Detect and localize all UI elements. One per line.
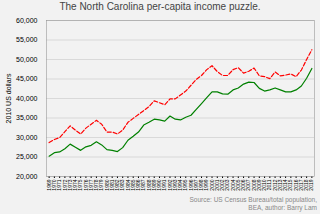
svg-text:2017: 2017 bbox=[298, 179, 304, 191]
svg-text:1982: 1982 bbox=[114, 179, 120, 191]
html-text:The North Carolina per-capita: The North Carolina per-capita income puz… bbox=[59, 1, 261, 12]
svg-text:1984: 1984 bbox=[124, 179, 131, 191]
svg-text:2010: 2010 bbox=[261, 179, 268, 191]
svg-text:2001: 2001 bbox=[213, 179, 220, 191]
svg-text:2019: 2019 bbox=[308, 179, 314, 190]
html-text:Source: US Census Bureau/total: Source: US Census Bureau/total populatio… bbox=[189, 196, 317, 211]
svg-text:1992: 1992 bbox=[166, 179, 173, 191]
svg-text:2012: 2012 bbox=[271, 179, 278, 191]
svg-text:2009: 2009 bbox=[255, 179, 262, 191]
svg-text:2016: 2016 bbox=[292, 179, 299, 191]
svg-text:55,000: 55,000 bbox=[16, 36, 38, 43]
svg-text:1972: 1972 bbox=[61, 179, 68, 191]
svg-text:1979: 1979 bbox=[98, 179, 105, 191]
svg-text:1975: 1975 bbox=[77, 179, 84, 191]
svg-text:2007: 2007 bbox=[245, 179, 252, 191]
svg-text:2013: 2013 bbox=[276, 179, 283, 191]
svg-text:1976: 1976 bbox=[82, 179, 89, 191]
svg-text:2004: 2004 bbox=[229, 179, 236, 191]
svg-text:2015: 2015 bbox=[287, 179, 294, 191]
svg-text:2010 US dollars: 2010 US dollars bbox=[5, 73, 12, 123]
svg-text:1973: 1973 bbox=[66, 179, 73, 191]
svg-text:1998: 1998 bbox=[198, 179, 205, 191]
svg-text:40,000: 40,000 bbox=[16, 95, 38, 102]
svg-text:1980: 1980 bbox=[103, 179, 110, 191]
svg-text:1999: 1999 bbox=[203, 179, 210, 191]
svg-text:1986: 1986 bbox=[135, 179, 142, 191]
svg-text:2006: 2006 bbox=[240, 179, 247, 191]
svg-text:1978: 1978 bbox=[93, 179, 99, 191]
svg-text:1994: 1994 bbox=[177, 179, 184, 191]
svg-text:1987: 1987 bbox=[140, 179, 147, 191]
svg-text:35,000: 35,000 bbox=[16, 114, 38, 121]
svg-text:2008: 2008 bbox=[250, 179, 257, 191]
svg-text:1981: 1981 bbox=[108, 179, 115, 191]
svg-text:2011: 2011 bbox=[266, 179, 273, 191]
svg-text:1991: 1991 bbox=[161, 179, 168, 191]
svg-text:1995: 1995 bbox=[182, 179, 189, 191]
svg-text:1996: 1996 bbox=[187, 179, 194, 191]
svg-text:2002: 2002 bbox=[219, 179, 226, 191]
svg-text:20,000: 20,000 bbox=[16, 173, 38, 180]
svg-text:2005: 2005 bbox=[234, 179, 241, 191]
svg-text:1989: 1989 bbox=[150, 179, 157, 191]
svg-text:1983: 1983 bbox=[119, 179, 126, 191]
svg-text:1993: 1993 bbox=[171, 179, 178, 191]
svg-text:2003: 2003 bbox=[224, 179, 231, 191]
svg-text:30,000: 30,000 bbox=[16, 134, 38, 141]
svg-text:1990: 1990 bbox=[156, 179, 163, 191]
svg-text:50,000: 50,000 bbox=[16, 56, 38, 63]
svg-text:25,000: 25,000 bbox=[16, 153, 38, 160]
svg-text:1970: 1970 bbox=[51, 179, 57, 191]
svg-text:2018: 2018 bbox=[303, 179, 310, 191]
svg-text:1969: 1969 bbox=[45, 179, 52, 191]
svg-text:1997: 1997 bbox=[192, 179, 199, 191]
svg-text:1977: 1977 bbox=[87, 179, 94, 191]
svg-text:45,000: 45,000 bbox=[16, 75, 38, 82]
svg-text:1985: 1985 bbox=[129, 179, 136, 191]
svg-text:1974: 1974 bbox=[72, 179, 78, 191]
svg-text:1971: 1971 bbox=[56, 179, 63, 191]
svg-text:2014: 2014 bbox=[282, 179, 289, 191]
svg-text:2000: 2000 bbox=[208, 179, 215, 191]
svg-text:60,000: 60,000 bbox=[16, 17, 38, 24]
svg-text:1988: 1988 bbox=[145, 179, 152, 191]
